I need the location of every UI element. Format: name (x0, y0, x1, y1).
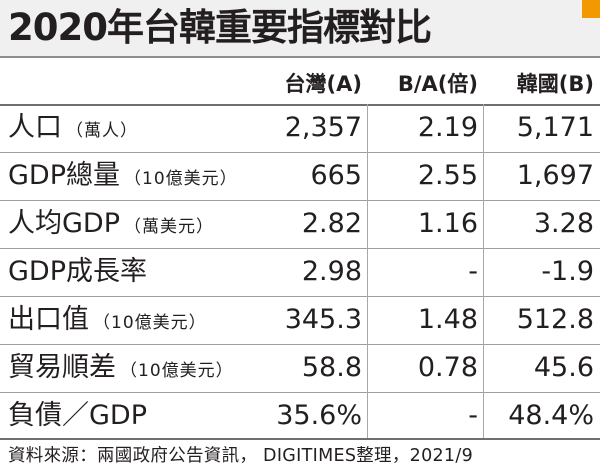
cell-taiwan: 665 (310, 160, 362, 191)
cell-ratio: - (468, 256, 478, 287)
source-note: 資料來源：兩國政府公告資訊， DIGITIMES整理，2021/9 (8, 446, 474, 466)
cell-taiwan: 58.8 (301, 352, 362, 383)
cell-taiwan: 345.3 (284, 304, 362, 335)
cell-korea: 5,171 (516, 112, 594, 143)
table-row-gdp-per-capita: 人均GDP （萬美元） 2.82 1.16 3.28 (0, 200, 600, 248)
row-label: GDP成長率 (8, 256, 147, 287)
footer-divider (0, 438, 600, 440)
cell-korea: 48.4% (508, 400, 594, 431)
row-unit: （萬美元） (124, 217, 214, 237)
row-divider (0, 392, 600, 393)
cell-korea: 1,697 (516, 160, 594, 191)
column-divider (483, 104, 484, 438)
column-header-taiwan: 台灣(A) (284, 72, 362, 96)
cell-taiwan: 2.82 (301, 208, 362, 239)
title-bar: 2020年台韓重要指標對比 (0, 0, 600, 58)
cell-ratio: 2.19 (417, 112, 478, 143)
table-row-exports: 出口值 （10億美元） 345.3 1.48 512.8 (0, 296, 600, 344)
row-divider (0, 248, 600, 249)
row-unit: （萬人） (66, 121, 138, 141)
cell-ratio: 2.55 (417, 160, 478, 191)
row-label: 負債／GDP (8, 400, 147, 431)
cell-ratio: 1.16 (417, 208, 478, 239)
cell-ratio: - (468, 400, 478, 431)
table-row-trade-surplus: 貿易順差 （10億美元） 58.8 0.78 45.6 (0, 344, 600, 392)
row-divider (0, 152, 600, 153)
accent-corner-mark (582, 0, 600, 18)
row-label: 出口值 （10億美元） (8, 304, 207, 335)
table-row-gdp-total: GDP總量 （10億美元） 665 2.55 1,697 (0, 152, 600, 200)
row-unit: （10億美元） (93, 313, 207, 333)
cell-taiwan: 35.6% (276, 400, 362, 431)
column-divider (367, 104, 368, 438)
row-divider (0, 296, 600, 297)
row-label: 人口 （萬人） (8, 112, 138, 143)
cell-korea: -1.9 (541, 256, 594, 287)
row-label: GDP總量 （10億美元） (8, 160, 238, 191)
cell-korea: 3.28 (533, 208, 594, 239)
cell-korea: 45.6 (533, 352, 594, 383)
table-row-gdp-growth: GDP成長率 2.98 - -1.9 (0, 248, 600, 296)
row-label: 貿易順差 （10億美元） (8, 352, 234, 383)
row-divider (0, 200, 600, 201)
column-header-korea: 韓國(B) (516, 72, 594, 96)
table-row-debt-to-gdp: 負債／GDP 35.6% - 48.4% (0, 392, 600, 440)
row-label: 人均GDP （萬美元） (8, 208, 214, 239)
row-unit: （10億美元） (120, 361, 234, 381)
column-header-ratio: B/A(倍) (397, 72, 478, 96)
row-divider (0, 344, 600, 345)
cell-ratio: 1.48 (417, 304, 478, 335)
cell-korea: 512.8 (516, 304, 594, 335)
row-unit: （10億美元） (124, 169, 238, 189)
table-title: 2020年台韓重要指標對比 (8, 6, 432, 49)
table-row-population: 人口 （萬人） 2,357 2.19 5,171 (0, 104, 600, 152)
header-divider (0, 104, 600, 106)
cell-taiwan: 2,357 (284, 112, 362, 143)
cell-ratio: 0.78 (417, 352, 478, 383)
cell-taiwan: 2.98 (301, 256, 362, 287)
